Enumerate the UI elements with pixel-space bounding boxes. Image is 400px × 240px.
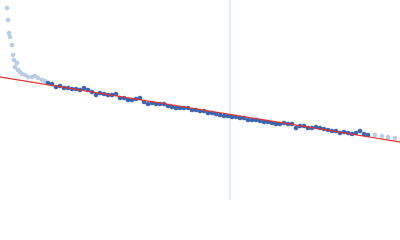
data-point <box>361 131 367 137</box>
fit-line <box>0 76 400 143</box>
data-point <box>273 121 279 127</box>
data-point <box>11 57 17 63</box>
data-point <box>229 114 235 120</box>
data-point <box>245 117 251 123</box>
data-point <box>125 97 131 103</box>
data-point <box>5 17 11 23</box>
data-point <box>35 75 41 81</box>
data-point <box>261 119 267 125</box>
data-point <box>221 113 227 119</box>
data-point <box>7 34 13 40</box>
data-point <box>225 113 231 119</box>
data-point <box>379 133 385 139</box>
data-point <box>392 135 398 141</box>
data-point <box>173 105 179 111</box>
data-point <box>12 64 18 70</box>
data-point <box>169 104 175 110</box>
data-point <box>10 52 16 58</box>
data-point <box>293 125 299 131</box>
data-point <box>6 30 12 36</box>
data-point <box>372 132 378 138</box>
data-point <box>93 92 99 98</box>
chart <box>0 0 400 200</box>
data-point <box>4 5 10 11</box>
data-point <box>217 112 223 118</box>
data-point <box>385 134 391 140</box>
data-point <box>14 60 20 66</box>
data-point <box>237 115 243 121</box>
data-point <box>81 85 87 91</box>
data-point <box>357 128 363 134</box>
data-point <box>25 74 31 80</box>
data-point <box>9 42 15 48</box>
data-point <box>249 117 255 123</box>
data-point <box>145 101 151 107</box>
data-point <box>205 110 211 116</box>
